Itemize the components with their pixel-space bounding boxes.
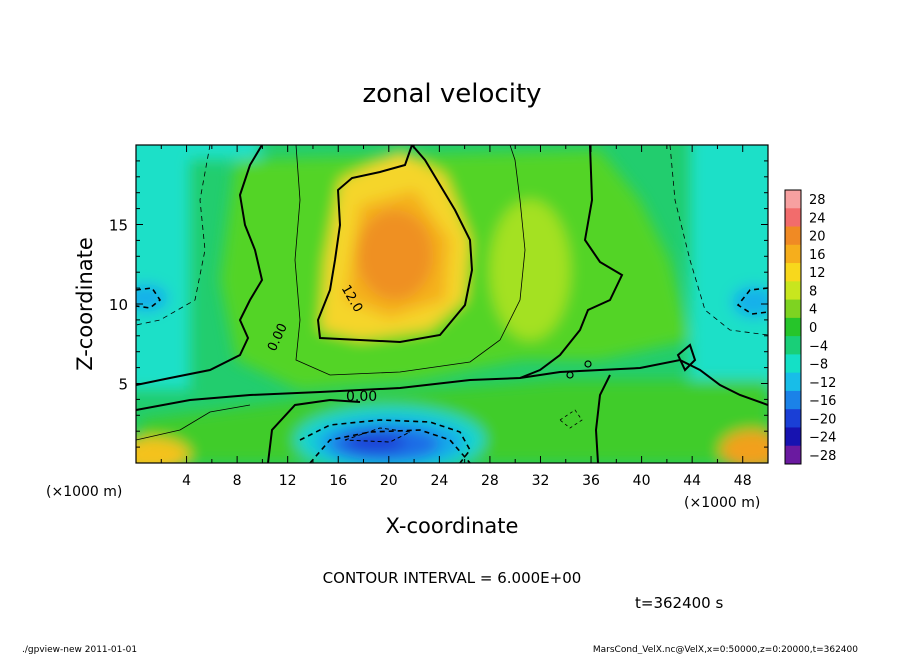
colorbar-frame — [784, 189, 802, 465]
time-label: t=362400 s — [635, 594, 723, 612]
colorbar-label: −12 — [809, 376, 836, 391]
colorbar-swatch — [785, 445, 801, 465]
x-tick-label: 20 — [380, 473, 398, 489]
colorbar-label: −4 — [809, 339, 828, 354]
footer-right: MarsCond_VelX.nc@VelX,x=0:50000,z=0:2000… — [593, 645, 858, 654]
colorbar-swatch — [785, 208, 801, 228]
colorbar-swatch — [785, 226, 801, 246]
x-tick-label: 48 — [734, 473, 752, 489]
x-axis-unit-left: (×1000 m) — [46, 484, 122, 500]
y-axis-ticks: 5 10 15 — [109, 144, 768, 464]
y-tick-label: 15 — [109, 217, 128, 235]
colorbar-swatch — [785, 317, 801, 337]
colorbar-swatch — [785, 390, 801, 410]
colorbar-label: 16 — [809, 248, 826, 263]
colorbar-swatch — [785, 244, 801, 264]
contour-lines — [136, 145, 768, 463]
colorbar-swatch — [785, 372, 801, 392]
chart-title: zonal velocity — [362, 79, 541, 109]
colorbar-label: 28 — [809, 193, 826, 208]
colorbar-swatch — [785, 281, 801, 301]
y-tick-label: 10 — [109, 296, 128, 314]
x-tick-label: 16 — [329, 473, 347, 489]
x-tick-label: 28 — [481, 473, 499, 489]
colorbar-label: −8 — [809, 358, 828, 373]
x-tick-label: 12 — [279, 473, 297, 489]
contour-label: 0.00 — [346, 389, 377, 405]
colorbar-swatch — [785, 263, 801, 282]
y-tick-label: 5 — [118, 376, 128, 394]
x-axis-unit-right: (×1000 m) — [684, 495, 760, 511]
x-axis-label: X-coordinate — [386, 514, 519, 538]
colorbar-label: 24 — [809, 211, 826, 226]
colorbar-swatch — [785, 190, 801, 209]
x-tick-label: 32 — [532, 473, 550, 489]
x-tick-label: 4 — [182, 473, 191, 489]
colorbar-label: 8 — [809, 284, 817, 299]
colorbar-label: −16 — [809, 394, 836, 409]
colorbar-label: 4 — [809, 303, 817, 318]
colorbar-label: 12 — [809, 266, 826, 281]
x-tick-label: 44 — [683, 473, 701, 489]
y-axis-label: Z-coordinate — [73, 237, 97, 371]
footer-left: ./gpview-new 2011-01-01 — [22, 645, 137, 654]
colorbar-label: −20 — [809, 412, 836, 427]
x-tick-label: 24 — [430, 473, 448, 489]
x-tick-label: 36 — [582, 473, 600, 489]
plot-field: 12.0 0.00 0.00 — [136, 145, 768, 463]
colorbar-swatch — [785, 427, 801, 447]
colorbar-swatch — [785, 336, 801, 355]
colorbar: 28 24 20 16 12 8 4 0 −4 −8 −12 −16 −20 −24 −28 — [784, 189, 836, 465]
colorbar-label: −24 — [809, 431, 836, 446]
x-axis-ticks: 4 8 12 16 20 24 28 32 36 40 44 48 — [135, 145, 769, 489]
colorbar-label: −28 — [809, 449, 836, 464]
colorbar-swatch — [785, 409, 801, 428]
x-tick-label: 8 — [233, 473, 242, 489]
contour-interval: CONTOUR INTERVAL = 6.000E+00 — [323, 569, 582, 587]
colorbar-swatch — [785, 299, 801, 319]
colorbar-swatch — [785, 354, 801, 374]
x-tick-label: 40 — [633, 473, 651, 489]
colorbar-label: 20 — [809, 230, 826, 245]
colorbar-label: 0 — [809, 321, 817, 336]
